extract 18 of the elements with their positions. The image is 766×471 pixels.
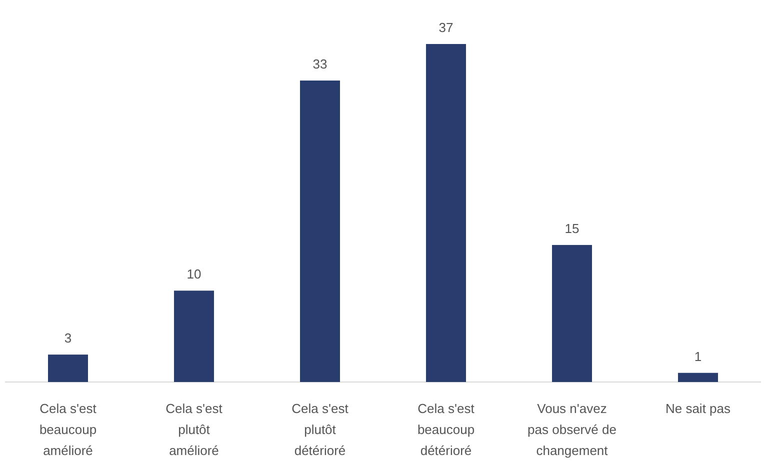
bar: [678, 372, 718, 382]
x-tick-label: Vous n'avez pas observé de changement: [528, 401, 616, 458]
bar: [48, 354, 88, 382]
data-label: 10: [186, 266, 202, 282]
bar: [300, 80, 340, 382]
bar: [552, 244, 592, 382]
x-tick-label: Cela s'est beaucoup amélioré: [39, 401, 97, 458]
data-label: 15: [564, 220, 580, 236]
data-label: 37: [438, 20, 454, 35]
x-tick-label: Ne sait pas: [665, 401, 732, 416]
x-tick-label: Cela s'est plutôt amélioré: [166, 401, 223, 458]
bar: [174, 290, 214, 382]
data-label: 1: [694, 348, 702, 364]
x-tick-label: Cela s'est plutôt détérioré: [292, 401, 349, 458]
data-label: 33: [312, 56, 328, 72]
x-tick-label: Cela s'est beaucoup détérioré: [417, 401, 475, 458]
data-label: 3: [64, 330, 72, 346]
bar: [426, 44, 466, 382]
